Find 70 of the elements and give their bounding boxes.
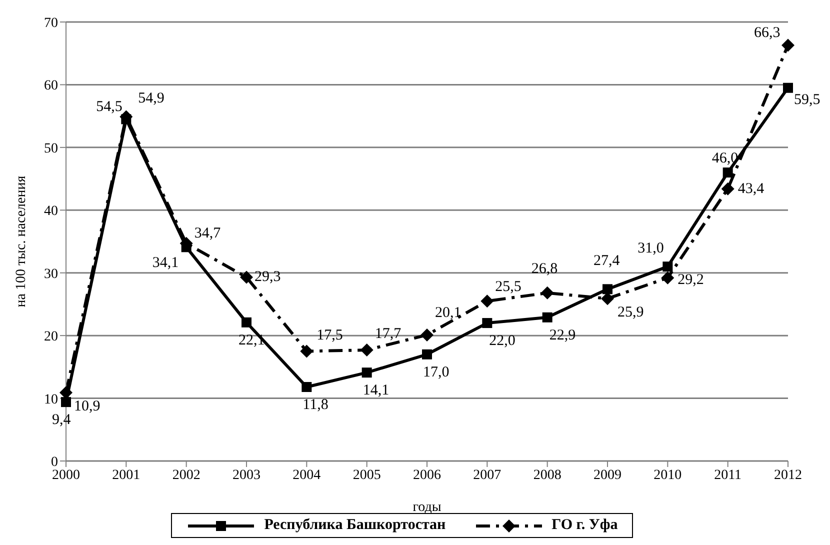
data-label: 22,9: [549, 327, 576, 344]
x-tick-label: 2007: [473, 468, 502, 483]
legend-label: ГО г. Уфа: [550, 517, 618, 534]
y-tick-label: 10: [44, 392, 58, 408]
data-label: 22,0: [489, 333, 516, 350]
data-label: 20,1: [435, 304, 462, 321]
point: [60, 386, 72, 400]
legend-label: Республика Башкортостан: [263, 517, 446, 534]
point: [420, 328, 434, 342]
data-label: 9,4: [52, 412, 72, 428]
point: [540, 286, 554, 300]
data-label: 29,2: [678, 272, 704, 288]
data-label: 10,9: [74, 398, 100, 415]
point: [480, 294, 494, 308]
data-label: 66,3: [754, 25, 780, 42]
point: [360, 343, 374, 356]
data-label: 14,1: [362, 382, 390, 399]
y-tick-label: 30: [44, 266, 58, 282]
y-tick-label: 20: [44, 330, 58, 345]
x-tick-label: 2004: [292, 468, 321, 483]
data-label: 59,5: [794, 92, 820, 108]
y-axis-title: на 100 тыс. населения: [14, 175, 29, 308]
point: [242, 317, 252, 328]
point: [662, 262, 673, 272]
x-tick-label: 2005: [352, 468, 381, 483]
data-label: 17,5: [316, 327, 343, 344]
y-tick-label: 60: [44, 78, 58, 94]
x-tick-label: 2003: [232, 468, 260, 483]
data-label: 54,9: [138, 90, 164, 107]
x-tick-label: 2000: [52, 468, 80, 483]
data-label: 25,5: [495, 279, 522, 296]
point: [722, 168, 733, 178]
point: [601, 292, 614, 306]
data-label: 29,3: [254, 269, 281, 286]
point: [721, 182, 734, 196]
data-label: 54,5: [96, 99, 122, 116]
y-tick-label: 50: [44, 141, 58, 156]
data-label: 34,1: [152, 255, 179, 272]
x-tick-label: 2009: [594, 468, 622, 483]
data-label: 25,9: [618, 304, 644, 321]
data-label: 43,4: [738, 180, 765, 197]
x-tick-label: 2011: [714, 468, 742, 483]
data-label: 11,8: [302, 396, 328, 413]
x-tick-label: 2010: [654, 468, 682, 483]
point: [542, 312, 552, 322]
point: [783, 82, 793, 93]
point: [302, 382, 312, 392]
data-label: 17,7: [374, 326, 402, 342]
x-tick-label: 2001: [112, 468, 140, 483]
data-label: 26,8: [531, 260, 558, 277]
x-tick-label: 2008: [533, 468, 562, 483]
data-label: 31,0: [638, 240, 664, 257]
x-tick-label: 2006: [413, 468, 441, 483]
y-tick-label: 0: [51, 454, 58, 470]
x-tick-label: 2012: [774, 468, 802, 483]
point: [422, 349, 432, 360]
data-label: 27,4: [594, 253, 620, 270]
y-tick-label: 70: [44, 16, 58, 31]
x-axis-title: годы: [412, 500, 442, 515]
data-label: 34,7: [194, 225, 222, 242]
point: [782, 38, 794, 52]
point: [482, 318, 492, 328]
point: [300, 344, 314, 358]
data-label: 17,0: [423, 364, 450, 380]
point: [661, 271, 674, 284]
x-tick-label: 2002: [172, 468, 200, 483]
y-tick-label: 40: [44, 204, 58, 220]
point: [602, 284, 612, 294]
point: [240, 270, 253, 284]
point: [362, 368, 372, 378]
